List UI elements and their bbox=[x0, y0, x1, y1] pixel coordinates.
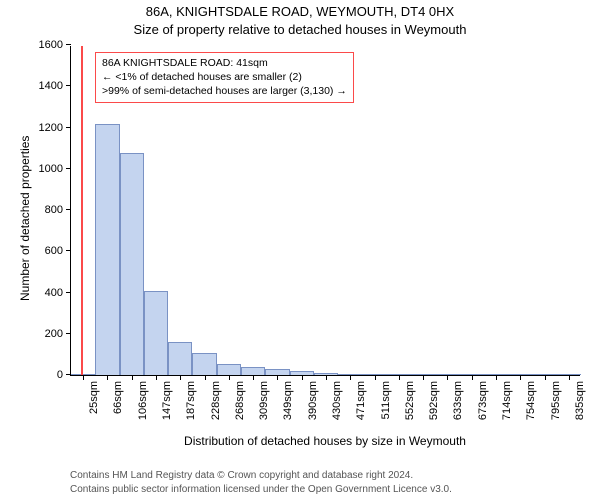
x-tick-label: 471sqm bbox=[355, 375, 367, 420]
x-tick-label: 673sqm bbox=[477, 375, 489, 420]
histogram-bar bbox=[144, 291, 168, 375]
y-tick-mark bbox=[66, 127, 71, 128]
highlight-line bbox=[81, 46, 83, 375]
x-tick-mark bbox=[545, 375, 546, 380]
x-tick-mark bbox=[229, 375, 230, 380]
y-tick-label: 800 bbox=[45, 204, 71, 216]
y-tick-label: 0 bbox=[57, 369, 71, 381]
y-tick-label: 1000 bbox=[39, 163, 71, 175]
chart-title-address: 86A, KNIGHTSDALE ROAD, WEYMOUTH, DT4 0HX bbox=[0, 4, 600, 19]
x-tick-mark bbox=[472, 375, 473, 380]
x-tick-label: 309sqm bbox=[258, 375, 270, 420]
x-tick-mark bbox=[180, 375, 181, 380]
y-tick-label: 1200 bbox=[39, 122, 71, 134]
x-tick-mark bbox=[277, 375, 278, 380]
annotation-line: 86A KNIGHTSDALE ROAD: 41sqm bbox=[102, 56, 347, 70]
x-tick-mark bbox=[375, 375, 376, 380]
annotation-line: >99% of semi-detached houses are larger … bbox=[102, 84, 347, 98]
histogram-bar bbox=[217, 364, 241, 375]
x-tick-mark bbox=[569, 375, 570, 380]
x-tick-label: 349sqm bbox=[282, 375, 294, 420]
x-tick-label: 228sqm bbox=[210, 375, 222, 420]
histogram-bar bbox=[241, 367, 265, 375]
x-tick-mark bbox=[350, 375, 351, 380]
attribution-footer: Contains HM Land Registry data © Crown c… bbox=[70, 469, 452, 496]
x-tick-label: 795sqm bbox=[550, 375, 562, 420]
histogram-bar bbox=[120, 153, 144, 375]
y-tick-label: 600 bbox=[45, 245, 71, 257]
y-tick-label: 400 bbox=[45, 287, 71, 299]
x-tick-mark bbox=[520, 375, 521, 380]
x-tick-label: 25sqm bbox=[88, 375, 100, 414]
y-tick-mark bbox=[66, 168, 71, 169]
x-tick-label: 390sqm bbox=[307, 375, 319, 420]
property-size-chart: 86A, KNIGHTSDALE ROAD, WEYMOUTH, DT4 0HX… bbox=[0, 0, 600, 500]
x-tick-mark bbox=[326, 375, 327, 380]
y-tick-mark bbox=[66, 292, 71, 293]
y-tick-mark bbox=[66, 44, 71, 45]
x-tick-label: 511sqm bbox=[380, 375, 392, 419]
x-tick-mark bbox=[423, 375, 424, 380]
x-tick-label: 147sqm bbox=[161, 375, 173, 420]
x-tick-mark bbox=[107, 375, 108, 380]
x-tick-label: 430sqm bbox=[331, 375, 343, 420]
y-tick-label: 1600 bbox=[39, 39, 71, 51]
x-tick-label: 714sqm bbox=[501, 375, 513, 420]
y-tick-mark bbox=[66, 209, 71, 210]
x-tick-mark bbox=[156, 375, 157, 380]
x-tick-label: 552sqm bbox=[404, 375, 416, 420]
y-tick-mark bbox=[66, 250, 71, 251]
footer-line-1: Contains HM Land Registry data © Crown c… bbox=[70, 469, 452, 483]
x-tick-label: 633sqm bbox=[452, 375, 464, 420]
x-tick-mark bbox=[253, 375, 254, 380]
footer-line-2: Contains public sector information licen… bbox=[70, 483, 452, 497]
plot-area: 0200400600800100012001400160025sqm66sqm1… bbox=[70, 46, 580, 376]
x-tick-mark bbox=[83, 375, 84, 380]
x-tick-label: 592sqm bbox=[428, 375, 440, 420]
histogram-bar bbox=[95, 124, 119, 375]
x-tick-mark bbox=[132, 375, 133, 380]
x-tick-label: 754sqm bbox=[525, 375, 537, 420]
y-axis-label: Number of detached properties bbox=[18, 136, 32, 301]
x-tick-label: 268sqm bbox=[234, 375, 246, 420]
y-tick-mark bbox=[66, 85, 71, 86]
x-axis-label: Distribution of detached houses by size … bbox=[70, 434, 580, 448]
annotation-line: ← <1% of detached houses are smaller (2) bbox=[102, 70, 347, 84]
x-tick-mark bbox=[447, 375, 448, 380]
y-tick-label: 1400 bbox=[39, 80, 71, 92]
histogram-bar bbox=[168, 342, 192, 375]
x-tick-label: 66sqm bbox=[112, 375, 124, 414]
x-tick-mark bbox=[496, 375, 497, 380]
x-tick-mark bbox=[399, 375, 400, 380]
x-tick-label: 835sqm bbox=[574, 375, 586, 420]
y-tick-label: 200 bbox=[45, 328, 71, 340]
chart-subtitle: Size of property relative to detached ho… bbox=[0, 22, 600, 37]
annotation-box: 86A KNIGHTSDALE ROAD: 41sqm← <1% of deta… bbox=[95, 52, 354, 103]
histogram-bar bbox=[192, 353, 216, 375]
x-tick-label: 106sqm bbox=[137, 375, 149, 420]
x-tick-mark bbox=[205, 375, 206, 380]
y-tick-mark bbox=[66, 333, 71, 334]
x-tick-label: 187sqm bbox=[185, 375, 197, 420]
x-tick-mark bbox=[302, 375, 303, 380]
